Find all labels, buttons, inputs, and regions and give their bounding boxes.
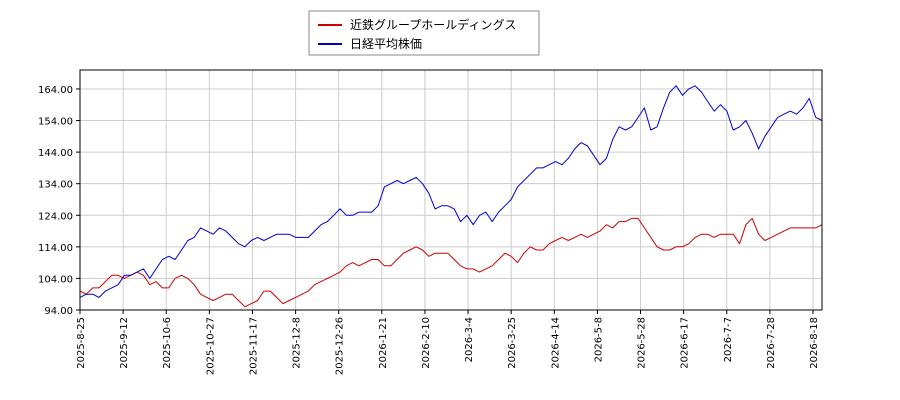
- x-tick-label: 2026-8-18: [809, 317, 820, 369]
- y-tick-label: 144.00: [38, 148, 73, 159]
- series-layer: [79, 85, 823, 308]
- x-tick-label: 2026-4-14: [550, 317, 561, 369]
- x-tick-label: 2025-12-8: [292, 317, 303, 369]
- x-tick-label: 2026-1-21: [378, 317, 389, 369]
- y-tick-label: 104.00: [38, 274, 73, 285]
- x-tick-label: 2025-11-17: [248, 317, 259, 375]
- legend-label-0: 近鉄グループホールディングス: [350, 17, 516, 32]
- series-line-1: [79, 85, 823, 298]
- y-tick-label: 94.00: [44, 306, 73, 317]
- grid-layer: [79, 70, 822, 311]
- x-tick-label: 2026-2-10: [421, 317, 432, 369]
- x-tick-label: 2025-8-25: [76, 317, 87, 369]
- x-tick-label: 2026-7-28: [766, 317, 777, 369]
- axis-layer: 94.00 104.00 114.00 124.00 134.00 144.00 154.0…: [38, 69, 823, 375]
- x-tick-label: 2026-5-28: [637, 317, 648, 369]
- x-tick-label: 2025-10-6: [162, 317, 173, 369]
- y-tick-label: 124.00: [38, 211, 73, 222]
- x-tick-label: 2026-5-8: [593, 317, 604, 362]
- legend: 近鉄グループホールディングス 日経平均株価: [308, 10, 540, 56]
- y-tick-label: 164.00: [38, 85, 73, 96]
- x-tick-label: 2026-6-17: [680, 317, 691, 369]
- x-tick-label: 2026-3-25: [507, 317, 518, 369]
- y-tick-label: 114.00: [38, 243, 73, 254]
- x-tick-label: 2026-3-4: [464, 317, 475, 362]
- x-tick-label: 2025-9-12: [119, 317, 130, 369]
- legend-box: [308, 10, 540, 56]
- x-tick-label: 2026-7-7: [723, 317, 734, 362]
- plot-frame: [79, 69, 823, 311]
- series-line-0: [79, 217, 823, 308]
- x-tick-label: 2025-12-26: [335, 317, 346, 375]
- x-tick-label: 2025-10-27: [205, 317, 216, 375]
- y-tick-label: 134.00: [38, 180, 73, 191]
- legend-label-1: 日経平均株価: [350, 36, 422, 51]
- y-tick-label: 154.00: [38, 117, 73, 128]
